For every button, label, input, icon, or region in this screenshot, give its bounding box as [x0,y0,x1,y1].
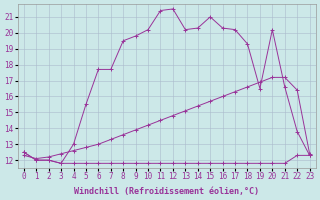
X-axis label: Windchill (Refroidissement éolien,°C): Windchill (Refroidissement éolien,°C) [74,187,259,196]
